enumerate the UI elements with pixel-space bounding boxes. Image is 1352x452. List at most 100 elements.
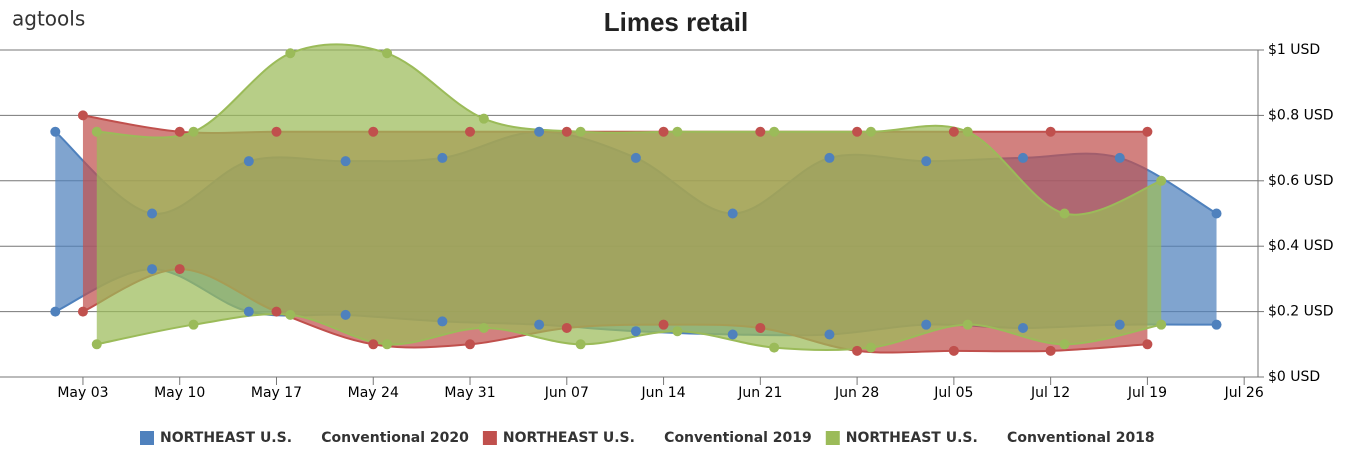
high-point	[437, 152, 448, 163]
x-tick-label: Jun 28	[834, 385, 879, 401]
low-point	[1045, 345, 1056, 356]
low-point	[285, 309, 296, 320]
high-point	[534, 126, 545, 137]
high-point	[1059, 208, 1070, 219]
legend-label: NORTHEAST U.S. Conventional 2018	[846, 430, 1155, 446]
high-point	[658, 126, 669, 137]
low-point	[188, 319, 199, 330]
high-point	[188, 126, 199, 137]
range-area	[96, 44, 1162, 351]
high-point	[921, 156, 932, 167]
high-point	[672, 126, 683, 137]
low-point	[77, 306, 88, 317]
y-tick-label: $0.2 USD	[1268, 304, 1334, 320]
low-point	[382, 339, 393, 350]
low-point	[575, 339, 586, 350]
high-point	[1142, 126, 1153, 137]
low-point	[561, 322, 572, 333]
high-point	[271, 126, 282, 137]
high-point	[285, 48, 296, 59]
low-point	[478, 322, 489, 333]
high-point	[91, 126, 102, 137]
low-point	[243, 306, 254, 317]
low-point	[465, 339, 476, 350]
high-point	[1211, 208, 1222, 219]
x-tick-label: Jul 12	[1030, 385, 1070, 401]
high-point	[769, 126, 780, 137]
y-tick-label: $0.8 USD	[1268, 107, 1334, 123]
high-point	[561, 126, 572, 137]
y-tick-label: $0.6 USD	[1268, 173, 1334, 189]
high-point	[382, 48, 393, 59]
low-point	[1017, 322, 1028, 333]
x-tick-label: May 31	[444, 385, 495, 401]
high-point	[465, 126, 476, 137]
high-point	[865, 126, 876, 137]
legend-swatch	[825, 431, 840, 445]
high-point	[852, 126, 863, 137]
high-point	[147, 208, 158, 219]
low-point	[1114, 319, 1125, 330]
low-point	[1059, 339, 1070, 350]
x-tick-label: Jul 05	[933, 385, 973, 401]
x-tick-label: May 24	[348, 385, 399, 401]
x-tick-label: Jun 14	[640, 385, 685, 401]
low-point	[147, 264, 158, 275]
x-tick-label: Jun 21	[737, 385, 782, 401]
low-point	[368, 339, 379, 350]
low-point	[948, 345, 959, 356]
low-point	[437, 316, 448, 327]
low-point	[1211, 319, 1222, 330]
low-point	[865, 342, 876, 353]
high-point	[243, 156, 254, 167]
low-point	[91, 339, 102, 350]
low-point	[50, 306, 61, 317]
low-point	[271, 306, 282, 317]
low-point	[630, 326, 641, 337]
x-tick-label: Jul 26	[1224, 385, 1264, 401]
high-point	[50, 126, 61, 137]
low-point	[852, 345, 863, 356]
low-point	[658, 319, 669, 330]
low-point	[824, 329, 835, 340]
high-point	[727, 208, 738, 219]
y-tick-label: $1 USD	[1268, 42, 1320, 58]
low-point	[534, 319, 545, 330]
legend-swatch	[140, 431, 154, 445]
legend-label: NORTHEAST U.S. Conventional 2020	[160, 430, 469, 446]
high-point	[478, 113, 489, 124]
high-point	[962, 126, 973, 137]
logo: agtools	[12, 7, 85, 31]
high-point	[1045, 126, 1056, 137]
low-point	[1142, 339, 1153, 350]
range-high-line	[96, 43, 1162, 216]
y-tick-label: $0.4 USD	[1268, 238, 1334, 254]
legend-label: NORTHEAST U.S. Conventional 2019	[503, 430, 812, 446]
high-point	[1156, 175, 1167, 186]
low-point	[921, 319, 932, 330]
x-tick-label: Jun 07	[544, 385, 589, 401]
low-point	[769, 342, 780, 353]
x-tick-label: May 03	[57, 385, 108, 401]
high-point	[1017, 152, 1028, 163]
chart-title: Limes retail	[604, 7, 749, 37]
legend-swatch	[482, 431, 497, 445]
high-point	[575, 126, 586, 137]
high-point	[755, 126, 766, 137]
high-point	[1114, 152, 1125, 163]
x-tick-label: May 10	[154, 385, 205, 401]
high-point	[174, 126, 185, 137]
low-point	[727, 329, 738, 340]
high-point	[630, 152, 641, 163]
high-point	[77, 110, 88, 121]
x-tick-label: May 17	[251, 385, 302, 401]
low-point	[672, 326, 683, 337]
high-point	[340, 156, 351, 167]
high-point	[824, 152, 835, 163]
high-point	[948, 126, 959, 137]
low-point	[1156, 319, 1167, 330]
low-point	[174, 264, 185, 275]
high-point	[368, 126, 379, 137]
y-tick-label: $0 USD	[1268, 369, 1320, 385]
